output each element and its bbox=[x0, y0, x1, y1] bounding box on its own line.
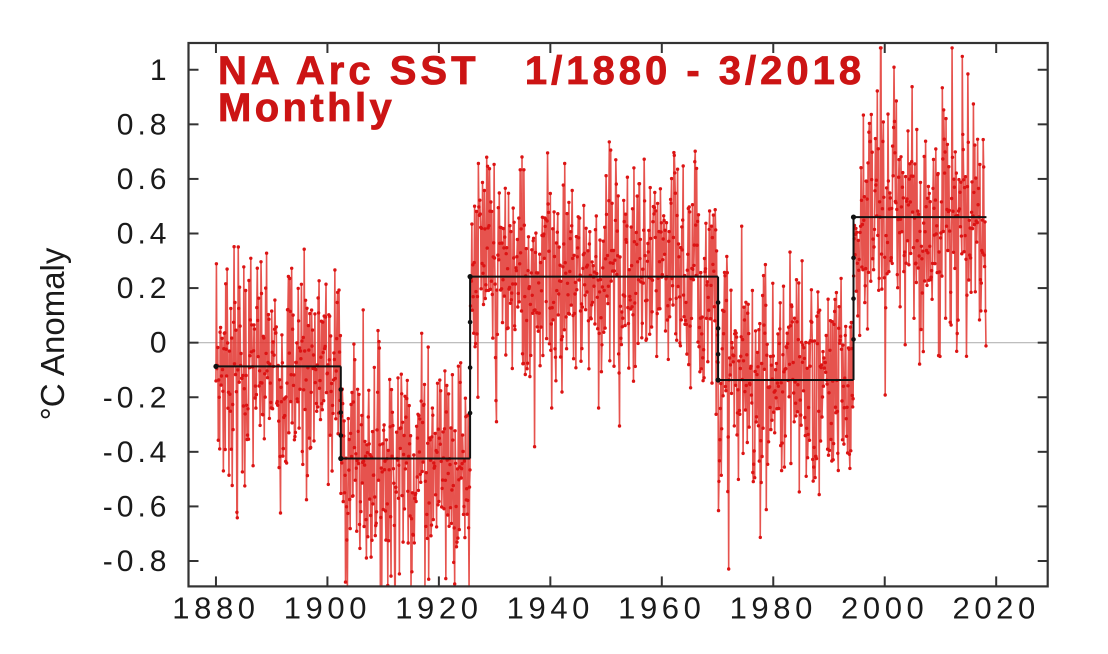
svg-text:0.2: 0.2 bbox=[117, 272, 171, 305]
svg-text:0.8: 0.8 bbox=[117, 108, 171, 141]
svg-text:1880: 1880 bbox=[172, 590, 259, 625]
svg-text:0.6: 0.6 bbox=[117, 163, 171, 196]
svg-text:-0.6: -0.6 bbox=[103, 490, 171, 523]
svg-text:-0.4: -0.4 bbox=[103, 436, 171, 469]
svg-text:1900: 1900 bbox=[284, 590, 371, 625]
svg-text:1: 1 bbox=[150, 54, 171, 87]
svg-text:1960: 1960 bbox=[618, 590, 705, 625]
svg-text:1980: 1980 bbox=[730, 590, 817, 625]
svg-text:-0.8: -0.8 bbox=[103, 545, 171, 578]
svg-text:Monthly: Monthly bbox=[218, 86, 395, 130]
svg-text:2020: 2020 bbox=[953, 590, 1040, 625]
svg-text:1940: 1940 bbox=[507, 590, 594, 625]
svg-text:0: 0 bbox=[150, 327, 171, 360]
svg-text:-0.2: -0.2 bbox=[103, 381, 171, 414]
svg-text:°C Anomaly: °C Anomaly bbox=[34, 247, 71, 420]
svg-text:2000: 2000 bbox=[841, 590, 928, 625]
svg-text:1920: 1920 bbox=[395, 590, 482, 625]
svg-text:0.4: 0.4 bbox=[117, 218, 171, 251]
